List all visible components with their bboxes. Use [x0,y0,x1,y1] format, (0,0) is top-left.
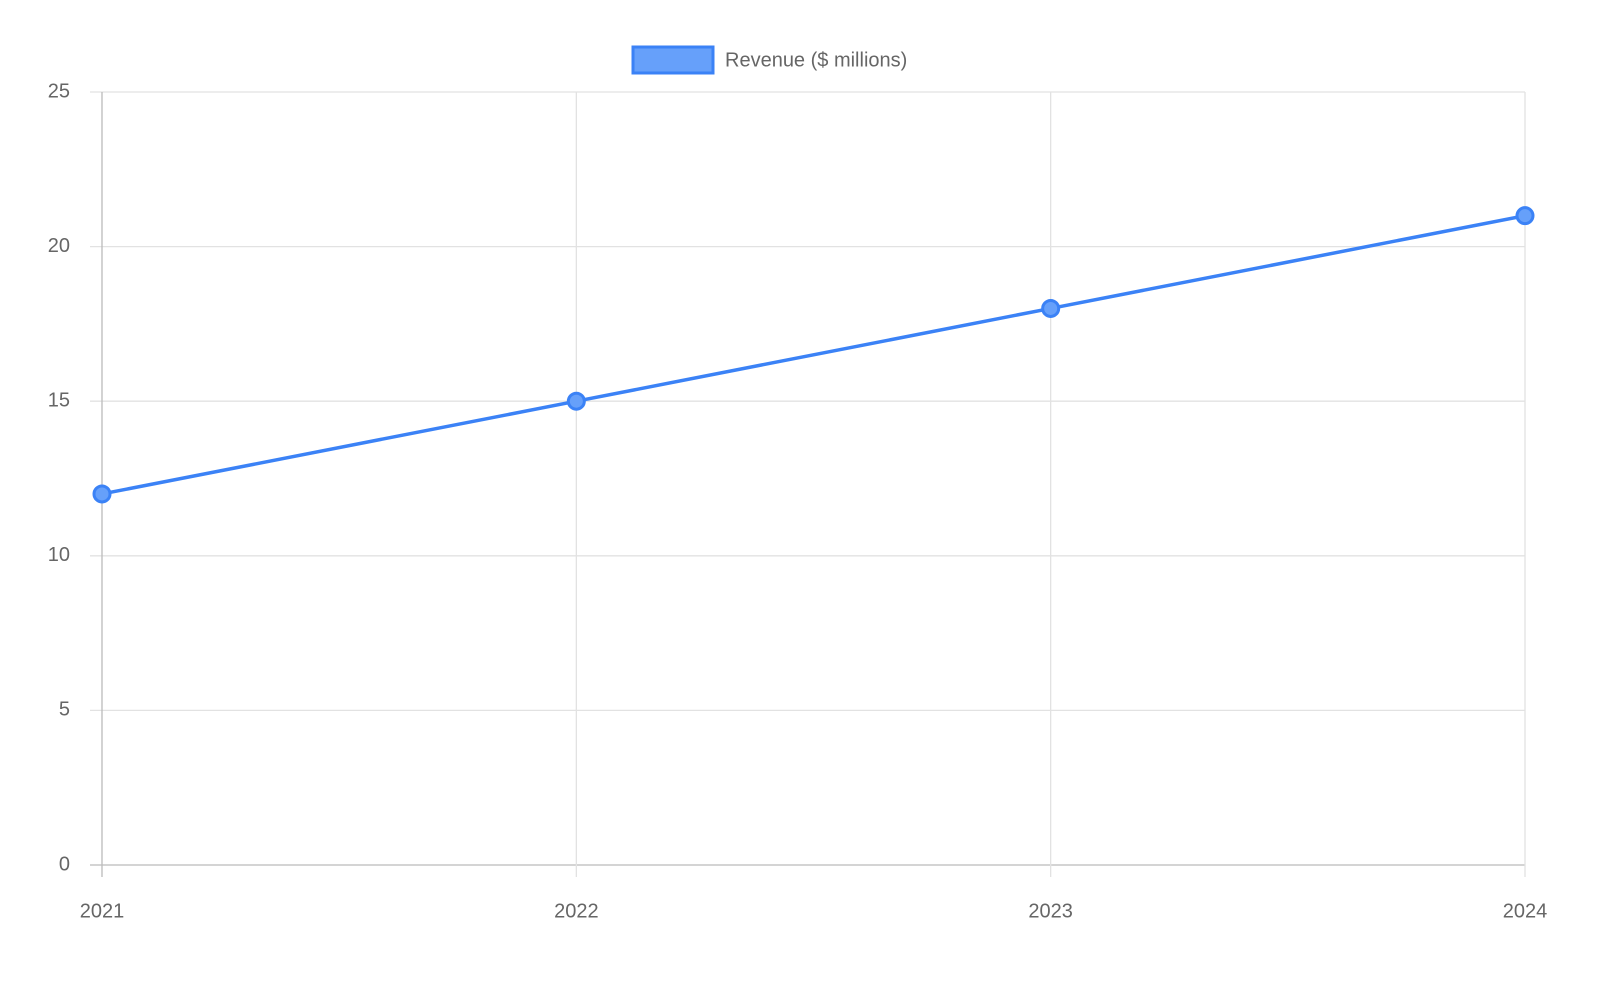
y-tick-label: 20 [48,235,70,257]
y-tick-label: 0 [59,853,70,875]
y-tick-label: 15 [48,389,70,411]
x-tick-label: 2024 [1503,900,1548,922]
y-tick-label: 25 [48,80,70,102]
y-tick-label: 10 [48,544,70,566]
point [566,391,586,411]
x-tick-label: 2021 [80,900,125,922]
point [92,484,112,504]
x-tick-label: 2022 [554,900,599,922]
legend-swatch [631,45,715,75]
legend-label: Revenue ($ millions) [725,49,907,71]
point [1515,206,1535,226]
point [1041,298,1061,318]
y-tick-label: 5 [59,699,70,721]
line [101,213,1526,496]
x-tick-label: 2023 [1028,900,1073,922]
